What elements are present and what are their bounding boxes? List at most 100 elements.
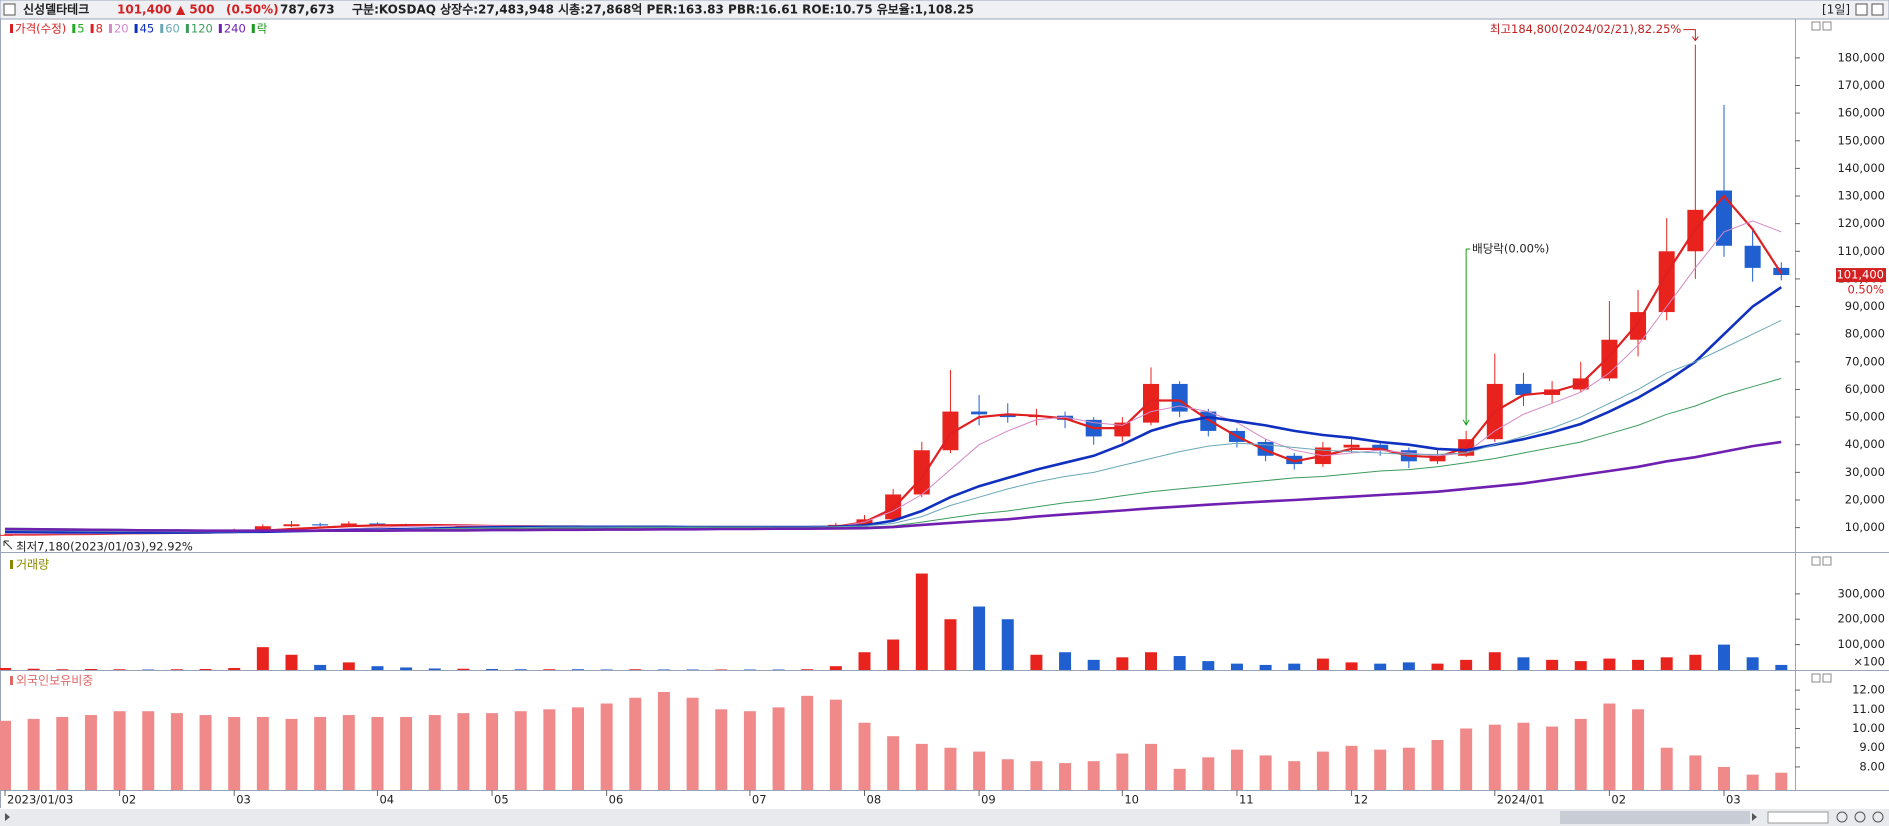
- x-tick-label: 06: [609, 793, 624, 807]
- bar: [543, 709, 556, 790]
- bar: [572, 669, 584, 670]
- checkbox[interactable]: [3, 3, 16, 16]
- high-arrow: [1683, 29, 1699, 42]
- x-tick-label: 2023/01/03: [7, 793, 73, 807]
- bar: [743, 669, 756, 670]
- bar: [743, 711, 756, 790]
- candle-body: [340, 523, 357, 526]
- y-tick-label: 10,000: [1845, 520, 1885, 534]
- bar: [457, 668, 470, 670]
- x-tick-label: 03: [1726, 793, 1741, 807]
- legend-marker: [185, 24, 189, 33]
- x-tick-label: 10: [1124, 793, 1139, 807]
- bar: [1116, 657, 1129, 670]
- zoom-slider[interactable]: [1767, 811, 1829, 824]
- x-tick-label: 12: [1354, 793, 1369, 807]
- volume-unit: ×100: [1853, 655, 1885, 669]
- bar: [1145, 743, 1157, 790]
- high-annotation: 최고184,800(2024/02/21),82.25%: [1490, 22, 1682, 36]
- bar: [0, 667, 11, 670]
- bar: [858, 652, 871, 670]
- scroll-left[interactable]: [5, 813, 10, 821]
- zoom-out[interactable]: [1836, 811, 1848, 823]
- legend-marker: [218, 24, 222, 33]
- bar: [1288, 761, 1301, 790]
- y-tick-label: 20,000: [1845, 492, 1885, 506]
- bar: [1431, 663, 1444, 670]
- bar: [1173, 768, 1186, 790]
- bar: [170, 669, 183, 670]
- bar: [342, 662, 355, 670]
- bar: [1546, 726, 1559, 790]
- pane-button[interactable]: [1811, 556, 1821, 566]
- bar: [142, 711, 155, 790]
- bar: [1345, 662, 1358, 670]
- zoom-in[interactable]: [1854, 811, 1866, 823]
- pane-button[interactable]: [1822, 673, 1832, 683]
- bar: [1660, 747, 1673, 790]
- y-tick-label: 200,000: [1837, 612, 1885, 626]
- price-change: ▲ 500: [176, 3, 214, 17]
- bar: [514, 711, 527, 790]
- scrollbar[interactable]: [0, 809, 1889, 826]
- bar: [514, 669, 527, 670]
- legend-marker: [134, 24, 138, 33]
- bar: [1718, 766, 1730, 790]
- last-price-label: 101,400: [1836, 268, 1884, 282]
- y-tick-label: 170,000: [1837, 78, 1885, 92]
- bar: [27, 718, 40, 790]
- bar: [228, 667, 241, 670]
- scroll-right[interactable]: [1752, 813, 1757, 821]
- period-button[interactable]: [1일]: [1822, 3, 1850, 17]
- candle-body: [971, 411, 988, 415]
- bar: [629, 697, 642, 790]
- bar: [686, 697, 699, 790]
- bar: [400, 667, 413, 670]
- bar: [256, 716, 269, 790]
- dividend-line: [1462, 248, 1471, 426]
- moving-average: [4, 440, 1782, 532]
- scroll-thumb[interactable]: [1560, 811, 1750, 824]
- bar: [486, 668, 499, 670]
- bar: [1746, 657, 1759, 670]
- candle-body: [254, 526, 271, 531]
- last-change-label: 0.50%: [1847, 283, 1884, 297]
- pane-button[interactable]: [1811, 21, 1821, 31]
- x-tick-label: 02: [122, 793, 137, 807]
- x-tick-label: 2024/01: [1497, 793, 1545, 807]
- candle-body: [312, 524, 329, 526]
- bar: [1460, 659, 1473, 670]
- pane-button[interactable]: [1811, 673, 1821, 683]
- zoom-reset[interactable]: [1872, 811, 1884, 823]
- restore-button[interactable]: [1855, 3, 1868, 16]
- bar: [915, 743, 928, 790]
- legend-marker: [251, 24, 255, 33]
- bar: [1116, 753, 1129, 790]
- y-tick-label: 40,000: [1845, 437, 1885, 451]
- bar: [371, 666, 384, 670]
- x-tick-label: 03: [236, 793, 251, 807]
- y-tick-label: 140,000: [1837, 161, 1885, 175]
- bar: [486, 713, 499, 790]
- bar: [84, 715, 97, 790]
- bar: [1230, 749, 1243, 790]
- close-button[interactable]: [1871, 3, 1884, 16]
- bar: [1488, 724, 1501, 790]
- bar: [600, 669, 613, 670]
- pane-button[interactable]: [1822, 21, 1832, 31]
- bar: [1603, 703, 1616, 790]
- legend-entry: 240: [224, 22, 246, 36]
- bar: [1402, 662, 1415, 670]
- y-tick-label: 300,000: [1837, 586, 1885, 600]
- bar: [1374, 749, 1387, 790]
- bar: [772, 669, 785, 670]
- bar: [1632, 659, 1645, 670]
- candle-body: [1114, 422, 1131, 437]
- bar: [1402, 747, 1415, 790]
- pane-button[interactable]: [1822, 556, 1832, 566]
- bar: [944, 747, 957, 790]
- x-tick-label: 11: [1239, 793, 1254, 807]
- x-tick-label: 07: [752, 793, 767, 807]
- bar: [371, 716, 384, 790]
- candle-body: [1200, 411, 1217, 431]
